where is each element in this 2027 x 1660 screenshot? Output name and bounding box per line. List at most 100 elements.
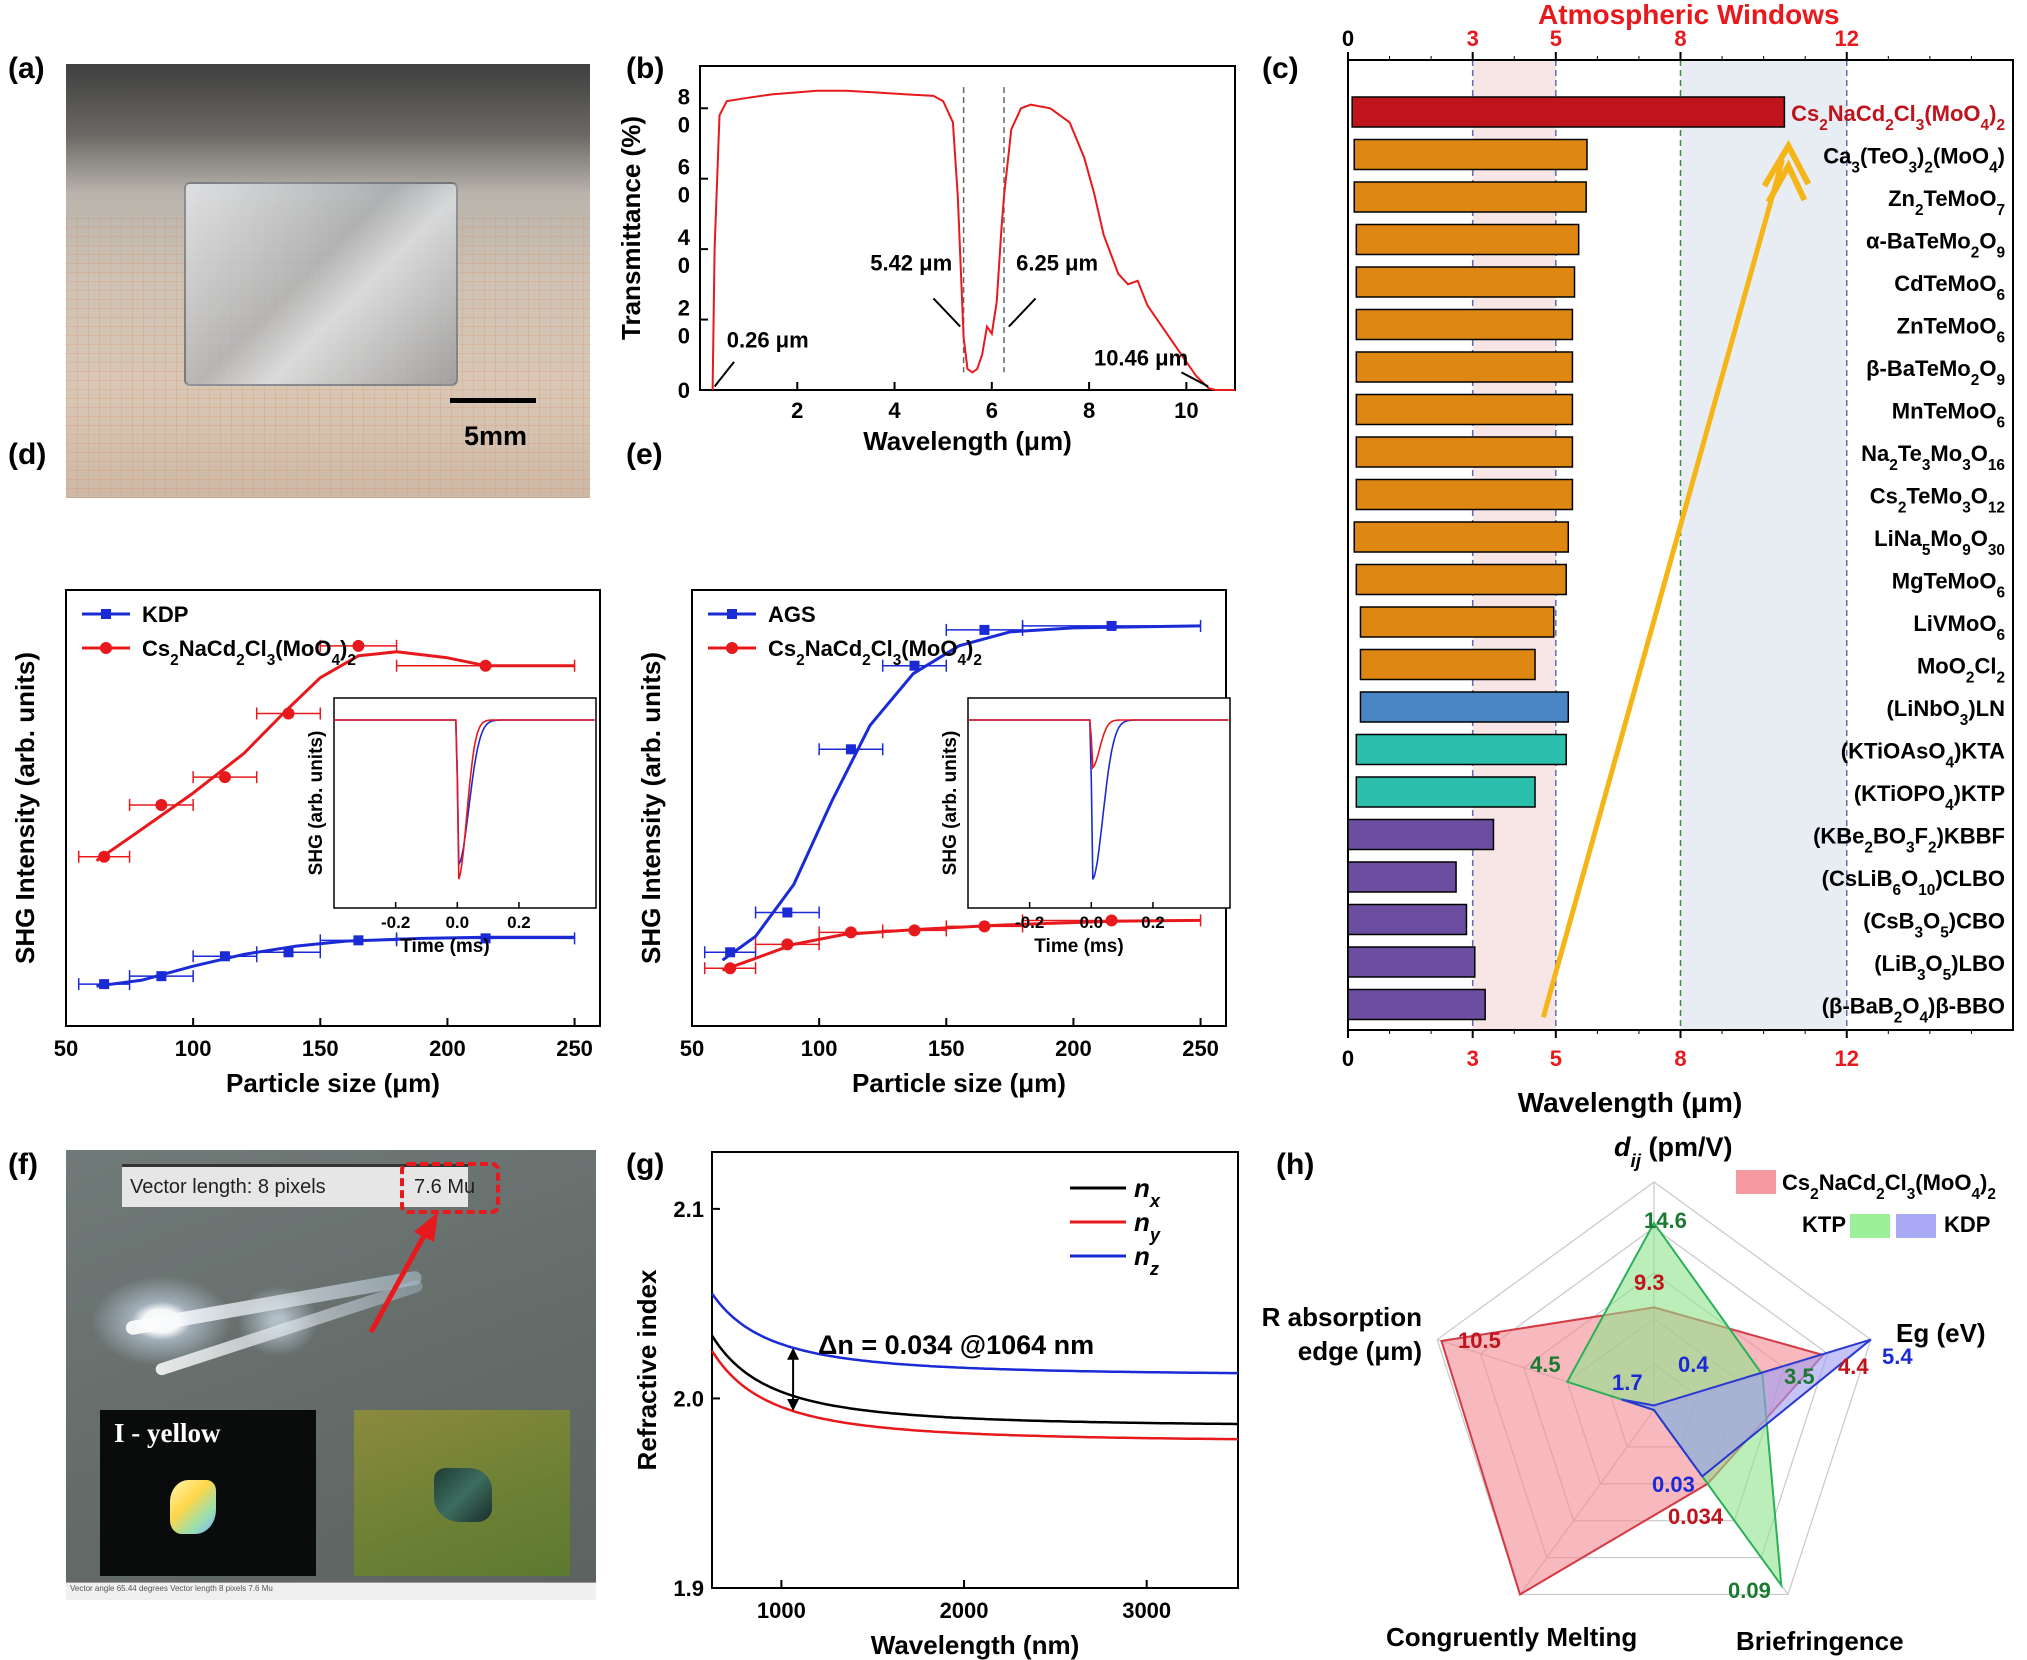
- panel-label-c: (c): [1262, 52, 1299, 85]
- inset-x-axis-title: Time (ms): [1034, 936, 1123, 957]
- bar-KBBF: [1347, 818, 1495, 851]
- category-label-Zn2: Zn2TeMoO7: [1888, 186, 2005, 219]
- bar-Mn: [1355, 393, 1574, 426]
- bar-KTA: [1355, 733, 1567, 766]
- bar-KTP: [1355, 776, 1536, 808]
- scale-bar: [450, 398, 536, 403]
- panel-label-b: (b): [626, 52, 665, 85]
- x-tick-label: 1000: [757, 1598, 806, 1623]
- data-point: [98, 850, 111, 863]
- chart-c-transparency-ranges: Cs2NaCd2Cl3(MoO4)2 Ca3(TeO3)2(MoO4) Zn2TeM…: [1342, 0, 2014, 1118]
- category-label-CLBO: (CsLiB6O10)CLBO: [1822, 866, 2005, 899]
- data-point: [156, 971, 167, 982]
- y-tick-label: 2: [678, 296, 690, 321]
- legend-swatch: [1850, 1214, 1890, 1238]
- data-point: [155, 799, 168, 812]
- data-point: [724, 962, 737, 975]
- axis-label-dij: dij (pm/V): [1614, 1132, 1733, 1172]
- x-tick-label: 200: [429, 1036, 466, 1061]
- panel-label-g: (g): [626, 1148, 665, 1181]
- inset-frame: [967, 697, 1231, 909]
- inset-pulse-red: [334, 719, 595, 880]
- x-tick-label: 150: [302, 1036, 339, 1061]
- delta-n-arrow-head: [787, 1399, 800, 1412]
- bar-LBO: [1347, 946, 1476, 978]
- x-tick-label: 100: [801, 1036, 838, 1061]
- data-point: [979, 624, 990, 635]
- data-point: [1105, 914, 1118, 927]
- y-tick-label: 4: [678, 225, 691, 250]
- legend-label-ktp: KTP: [1802, 1212, 1846, 1237]
- category-label-KBBF: (KBe2BO3F2)KBBF: [1813, 824, 2005, 857]
- annotation-arrow: [932, 297, 961, 328]
- data-point: [479, 659, 492, 672]
- bar-LiV: [1359, 606, 1555, 638]
- crystal-photo: 5mm: [66, 64, 590, 498]
- x-tick-label: 4: [888, 398, 901, 423]
- category-label-CBO: (CsB3O5)CBO: [1863, 909, 2005, 942]
- data-point: [845, 744, 856, 755]
- status-bar: [66, 1582, 596, 1600]
- value-label-10.5: 10.5: [1458, 1328, 1501, 1353]
- data-point: [99, 979, 110, 990]
- y-tick-label: 0: [678, 183, 690, 208]
- series-line-ny: [710, 1350, 1239, 1441]
- legend-label-AGS: AGS: [768, 602, 816, 627]
- delta-n-annotation: Δn = 0.034 @1064 nm: [818, 1330, 1094, 1360]
- category-label-Mg: MgTeMoO6: [1892, 569, 2005, 602]
- series-line-nx: [710, 1334, 1238, 1426]
- y-tick-label: 0: [678, 378, 690, 403]
- value-label-0.4: 0.4: [1678, 1352, 1709, 1377]
- x-tick-label: 5: [1550, 1046, 1562, 1071]
- bright-crystal: [170, 1480, 216, 1534]
- bar-bBa: [1355, 351, 1574, 383]
- inset-x-tick-label: 0.0: [1079, 913, 1103, 932]
- legend-swatch: [1896, 1214, 1936, 1238]
- inset-y-axis-title: SHG (arb. units): [306, 731, 327, 876]
- category-label-BBO: (β-BaB2O4)β-BBO: [1822, 994, 2005, 1027]
- x-axis-title: Wavelength (nm): [871, 1630, 1079, 1660]
- category-label-aBa: α-BaTeMo2O9: [1866, 229, 2005, 262]
- legend-swatch: [1736, 1170, 1776, 1194]
- bar-Na2: [1355, 436, 1574, 468]
- inset-x-tick-label: -0.2: [1015, 913, 1044, 932]
- vector-info-box: [122, 1164, 468, 1207]
- x-tick-label: 50: [54, 1036, 78, 1061]
- bar-MoO2: [1359, 648, 1536, 681]
- bar-Mg: [1355, 563, 1567, 596]
- delta-n-arrow-head: [787, 1347, 800, 1360]
- legend-marker: [100, 642, 112, 654]
- axis-label-ir-edge-line2: edge (μm): [1298, 1336, 1422, 1366]
- y-axis-title: SHG Intensity (arb. units): [636, 652, 666, 964]
- value-label-0.09: 0.09: [1728, 1578, 1771, 1603]
- radar-grid-ring: [1436, 1181, 1872, 1596]
- status-bar-text: Vector angle 65.44 degrees Vector length…: [70, 1584, 273, 1593]
- legend-label-kdp: KDP: [1944, 1212, 1990, 1237]
- legend-marker: [101, 609, 111, 619]
- bar-ZnTe: [1355, 308, 1574, 341]
- category-label-Cd: CdTeMoO6: [1894, 271, 2005, 304]
- annotation-arrow: [1008, 297, 1037, 328]
- category-label-LN: (LiNbO3)LN: [1886, 696, 2005, 729]
- data-point: [283, 947, 294, 958]
- panel-label-h: (h): [1276, 1148, 1315, 1181]
- top-tick-label: 0: [1342, 26, 1354, 51]
- category-label-bBa: β-BaTeMo2O9: [1866, 356, 2005, 389]
- x-tick-label: 200: [1055, 1036, 1092, 1061]
- inset-x-tick-label: -0.2: [381, 913, 410, 932]
- pointer-arrow: [368, 1212, 438, 1334]
- value-label-4.5: 4.5: [1530, 1352, 1561, 1377]
- y-tick-label: 2.1: [673, 1197, 704, 1222]
- chart-h-radar: dij (pm/V) Eg (eV) Briefringence Congruentl…: [1262, 1132, 1996, 1656]
- category-label-MoO2: MoO2Cl2: [1917, 654, 2005, 687]
- x-tick-label: 12: [1835, 1046, 1859, 1071]
- x-tick-label: 250: [1182, 1036, 1219, 1061]
- category-label-Mn: MnTeMoO6: [1892, 399, 2005, 432]
- scale-bar-label: 5mm: [464, 421, 528, 451]
- axis-label-briefringence: Briefringence: [1736, 1626, 1904, 1656]
- category-label-Ca3: Ca3(TeO3)2(MoO4): [1823, 144, 2005, 177]
- data-point: [480, 933, 491, 944]
- value-label-5.4: 5.4: [1882, 1344, 1913, 1369]
- legend-label-nz: nz: [1134, 1241, 1159, 1279]
- y-axis-title: Refractive index: [632, 1269, 662, 1470]
